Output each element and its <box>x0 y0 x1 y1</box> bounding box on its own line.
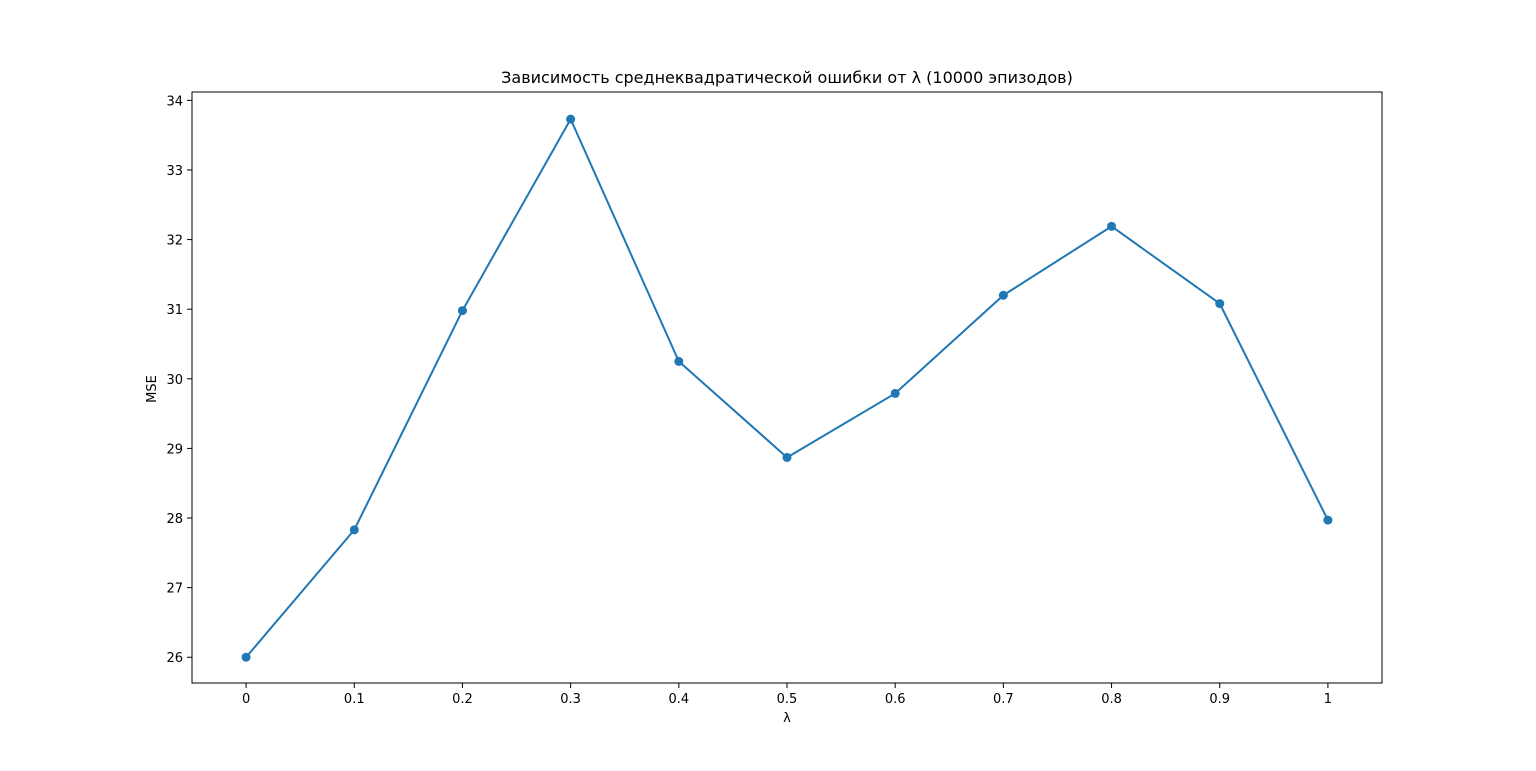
y-tick-label: 26 <box>166 651 183 666</box>
x-tick-label: 0.4 <box>668 692 689 707</box>
y-tick-label: 31 <box>166 303 183 318</box>
x-tick-label: 0.7 <box>993 692 1014 707</box>
data-point <box>998 290 1008 300</box>
plot-frame <box>191 91 1383 684</box>
x-tick-label: 0.3 <box>560 692 581 707</box>
data-point <box>566 114 576 124</box>
y-tick-label: 32 <box>166 234 183 249</box>
x-tick-label: 0.8 <box>1101 692 1122 707</box>
data-point <box>1215 299 1225 309</box>
x-tick-label: 0.1 <box>344 692 365 707</box>
data-point <box>782 452 792 462</box>
x-tick-label: 0.9 <box>1209 692 1230 707</box>
chart-title: Зависимость среднеквадратической ошибки … <box>501 68 1073 87</box>
plot-area: 0 0.1 0.2 0.3 0.4 0.5 0.6 0.7 0.8 0.9 1 26 27 28 29 30 3… <box>166 91 1383 707</box>
data-point <box>241 652 251 662</box>
y-tick-label: 27 <box>166 582 183 597</box>
y-tick-label: 28 <box>166 512 183 527</box>
x-tick-label: 0 <box>242 692 250 707</box>
data-point <box>1323 515 1333 525</box>
data-point <box>1107 221 1117 231</box>
x-tick-label: 0.5 <box>777 692 798 707</box>
data-point <box>349 525 359 535</box>
x-tick-label: 0.6 <box>885 692 906 707</box>
x-tick-label: 1 <box>1324 692 1332 707</box>
data-point <box>890 388 900 398</box>
y-tick-label: 34 <box>166 94 183 109</box>
y-tick-label: 29 <box>166 442 183 457</box>
y-axis-label: MSE <box>145 375 160 403</box>
x-tick-label: 0.2 <box>452 692 473 707</box>
data-point <box>674 356 684 366</box>
x-axis-label: λ <box>783 711 791 726</box>
data-point <box>457 306 467 316</box>
y-tick-label: 30 <box>166 373 183 388</box>
y-tick-label: 33 <box>166 164 183 179</box>
